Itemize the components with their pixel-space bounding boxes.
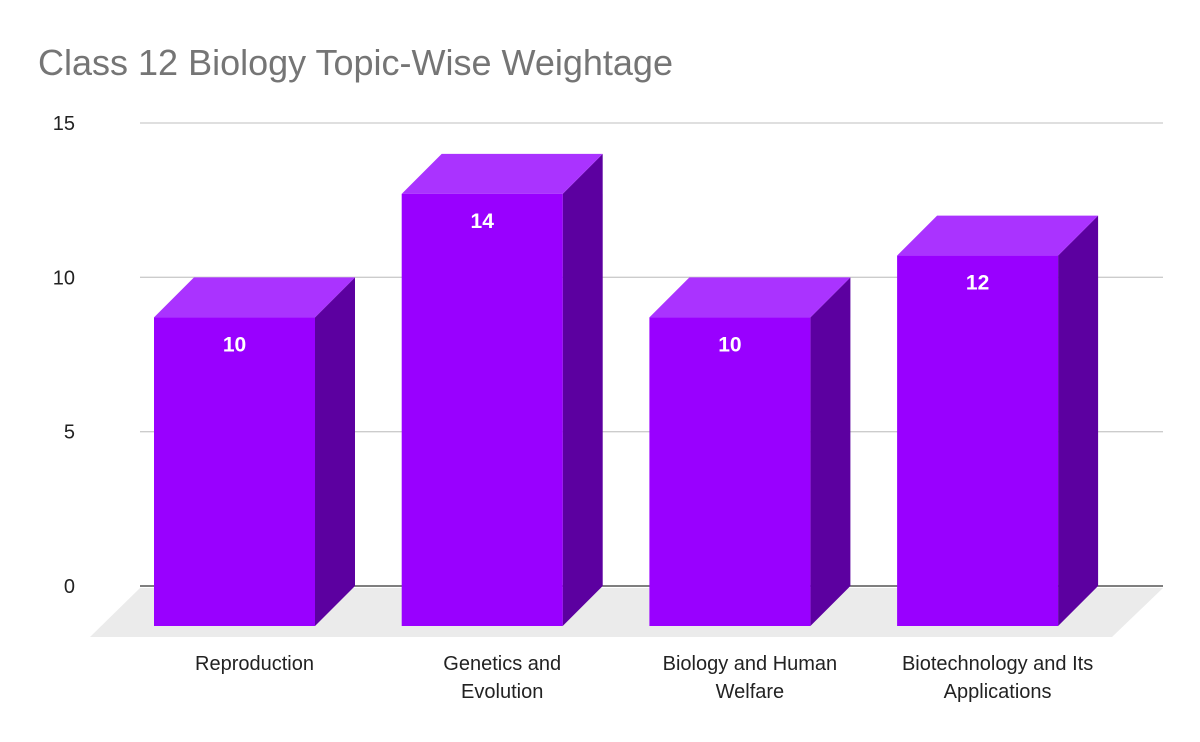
bar-top [649,277,851,318]
bar-front [649,317,811,626]
bar-front [401,193,563,626]
bar-top [401,153,603,194]
x-tick-label: Welfare [716,681,785,703]
chart-title: Class 12 Biology Topic-Wise Weightage [38,42,673,83]
bar: 10 [154,277,355,626]
bar-front [154,317,315,626]
x-tick-label: Biology and Human [663,653,838,675]
x-tick-label: Genetics and [443,653,561,675]
data-label: 10 [223,333,246,356]
y-tick-label: 15 [53,113,75,135]
bar-side [562,153,603,626]
bar-top [154,277,355,318]
bar-top [897,215,1099,256]
y-tick-label: 10 [53,267,75,289]
x-tick-label: Applications [944,681,1052,703]
data-label: 10 [718,333,741,356]
bar-front [897,255,1059,626]
y-tick-label: 0 [64,576,75,598]
bar-side [810,277,851,626]
y-tick-label: 5 [64,422,75,444]
bar: 14 [401,153,603,626]
data-label: 12 [966,272,989,295]
bar: 12 [897,215,1099,626]
bar: 10 [649,277,851,626]
bar-side [315,277,355,626]
x-tick-label: Evolution [461,681,543,703]
data-label: 14 [471,210,495,233]
x-tick-label: Biotechnology and Its [902,653,1093,675]
x-tick-label: Reproduction [195,653,314,675]
chart-floor [90,588,1163,637]
bar-side [1058,215,1099,626]
